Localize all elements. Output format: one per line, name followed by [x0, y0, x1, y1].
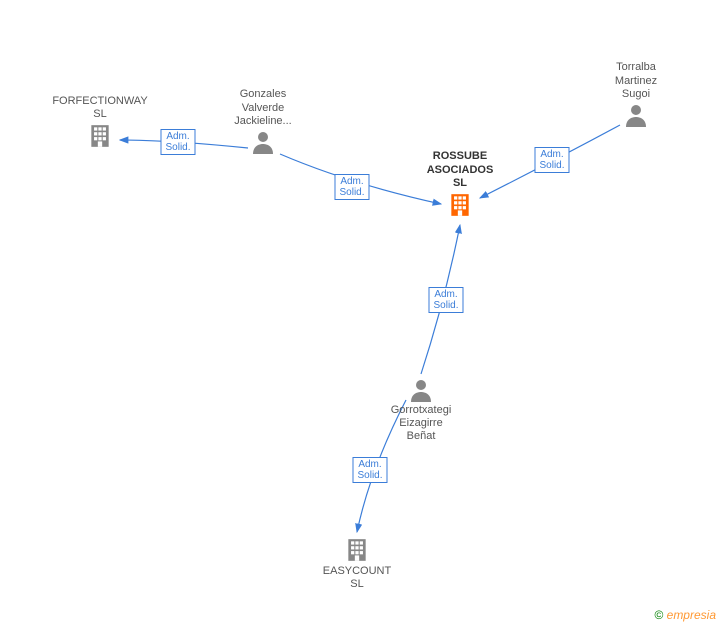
node-gonzales[interactable]: Gonzales Valverde Jackieline...: [218, 88, 308, 154]
edge-label: Adm. Solid.: [534, 147, 569, 173]
edge-label: Adm. Solid.: [334, 174, 369, 200]
node-rossube[interactable]: ROSSUBE ASOCIADOS SL: [415, 150, 505, 218]
person-icon: [624, 103, 648, 127]
building-icon: [447, 192, 473, 218]
company-icon-wrap: [312, 537, 402, 563]
node-label: EASYCOUNT SL: [312, 565, 402, 591]
person-icon-wrap: [218, 130, 308, 154]
edge-label: Adm. Solid.: [352, 457, 387, 483]
building-icon: [87, 123, 113, 149]
node-label: ROSSUBE ASOCIADOS SL: [415, 150, 505, 190]
attribution: © empresia: [654, 608, 716, 622]
person-icon-wrap: [591, 103, 681, 127]
node-label: FORFECTIONWAY SL: [52, 95, 147, 121]
node-label: Gonzales Valverde Jackieline...: [218, 88, 308, 128]
company-icon-wrap: [52, 123, 147, 149]
node-torralba[interactable]: Torralba Martinez Sugoi: [591, 61, 681, 127]
network-diagram: © empresia ROSSUBE ASOCIADOS SL FORFECTI…: [0, 0, 728, 630]
person-icon: [409, 378, 433, 402]
building-icon: [344, 537, 370, 563]
node-forfectionway[interactable]: FORFECTIONWAY SL: [52, 95, 147, 149]
edge-label: Adm. Solid.: [160, 129, 195, 155]
node-easycount[interactable]: EASYCOUNT SL: [312, 537, 402, 591]
edge-label: Adm. Solid.: [428, 287, 463, 313]
company-icon-wrap: [415, 192, 505, 218]
person-icon-wrap: [376, 378, 466, 402]
person-icon: [251, 130, 275, 154]
node-gorrotxategi[interactable]: Gorrotxategi Eizagirre Beñat: [376, 378, 466, 444]
attribution-brand: empresia: [667, 608, 716, 622]
node-label: Gorrotxategi Eizagirre Beñat: [376, 404, 466, 444]
copyright-symbol: ©: [654, 608, 663, 622]
node-label: Torralba Martinez Sugoi: [591, 61, 681, 101]
